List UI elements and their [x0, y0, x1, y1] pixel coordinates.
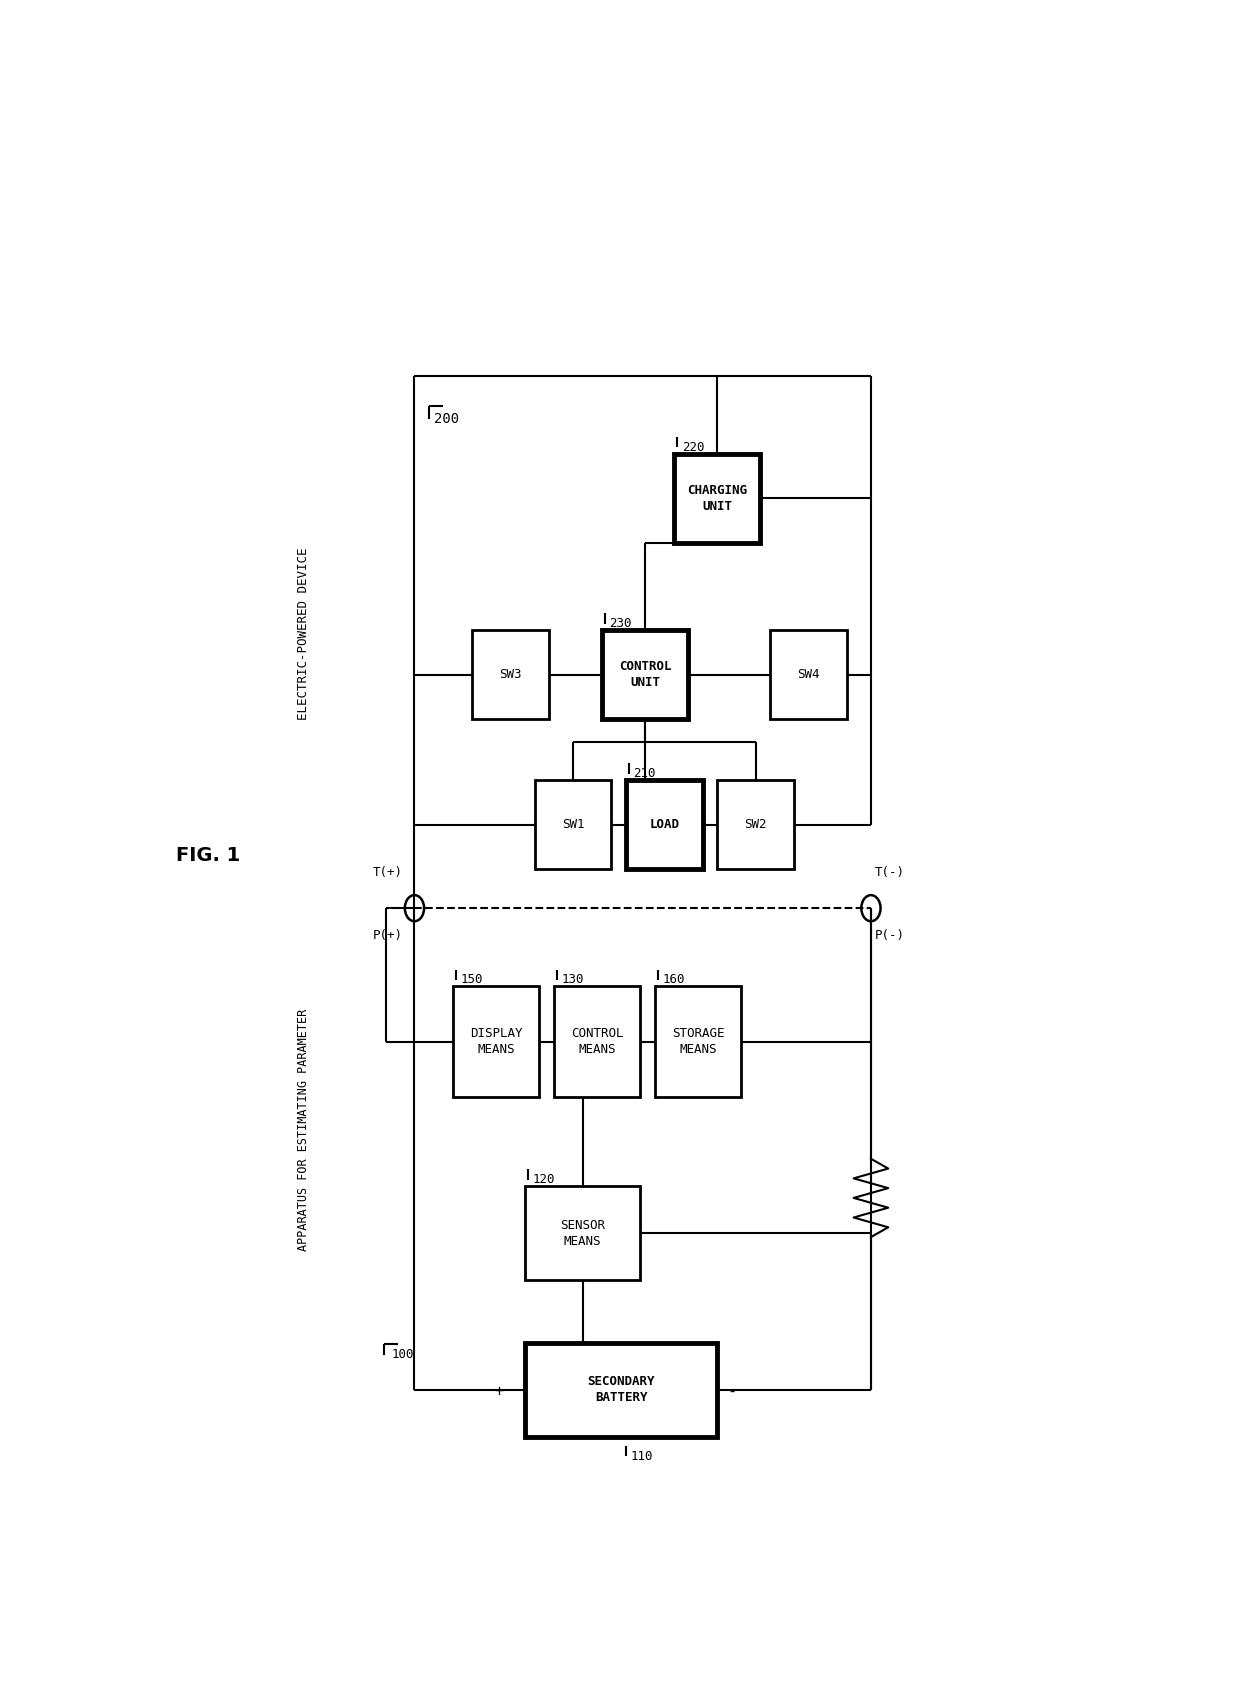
Text: T(+): T(+): [373, 866, 403, 880]
Text: SECONDARY
BATTERY: SECONDARY BATTERY: [588, 1375, 655, 1403]
Text: CHARGING
UNIT: CHARGING UNIT: [687, 483, 748, 514]
Text: 130: 130: [562, 973, 584, 986]
FancyBboxPatch shape: [655, 986, 742, 1097]
Text: 100: 100: [392, 1348, 414, 1361]
FancyBboxPatch shape: [675, 454, 760, 542]
FancyBboxPatch shape: [717, 780, 794, 870]
FancyBboxPatch shape: [770, 631, 847, 719]
Text: -: -: [727, 1383, 737, 1398]
Text: 220: 220: [682, 441, 704, 454]
Text: P(-): P(-): [874, 929, 905, 942]
Text: 200: 200: [434, 412, 459, 425]
Text: APPARATUS FOR ESTIMATING PARAMETER: APPARATUS FOR ESTIMATING PARAMETER: [298, 1009, 310, 1251]
Text: 120: 120: [533, 1173, 556, 1186]
FancyBboxPatch shape: [525, 1186, 640, 1280]
FancyBboxPatch shape: [554, 986, 640, 1097]
Text: 230: 230: [610, 617, 632, 631]
Text: SW1: SW1: [562, 819, 584, 831]
Text: ELECTRIC-POWERED DEVICE: ELECTRIC-POWERED DEVICE: [298, 547, 310, 720]
Text: DISPLAY
MEANS: DISPLAY MEANS: [470, 1027, 522, 1056]
Text: SW2: SW2: [744, 819, 766, 831]
Text: SW3: SW3: [500, 668, 522, 681]
FancyBboxPatch shape: [453, 986, 539, 1097]
FancyBboxPatch shape: [626, 780, 703, 870]
Text: P(+): P(+): [373, 929, 403, 942]
Text: +: +: [495, 1383, 503, 1398]
Text: SENSOR
MEANS: SENSOR MEANS: [560, 1219, 605, 1248]
Text: 160: 160: [662, 973, 684, 986]
Text: CONTROL
MEANS: CONTROL MEANS: [570, 1027, 624, 1056]
FancyBboxPatch shape: [525, 1342, 717, 1437]
Text: LOAD: LOAD: [650, 819, 680, 831]
Text: 110: 110: [631, 1449, 653, 1463]
Text: CONTROL
UNIT: CONTROL UNIT: [619, 659, 671, 690]
FancyBboxPatch shape: [472, 631, 549, 719]
Text: STORAGE
MEANS: STORAGE MEANS: [672, 1027, 724, 1056]
FancyBboxPatch shape: [534, 780, 611, 870]
Text: T(-): T(-): [874, 866, 905, 880]
Text: FIG. 1: FIG. 1: [176, 846, 241, 866]
Text: 210: 210: [634, 768, 656, 780]
Text: SW4: SW4: [797, 668, 820, 681]
FancyBboxPatch shape: [601, 631, 688, 719]
Text: 150: 150: [460, 973, 484, 986]
